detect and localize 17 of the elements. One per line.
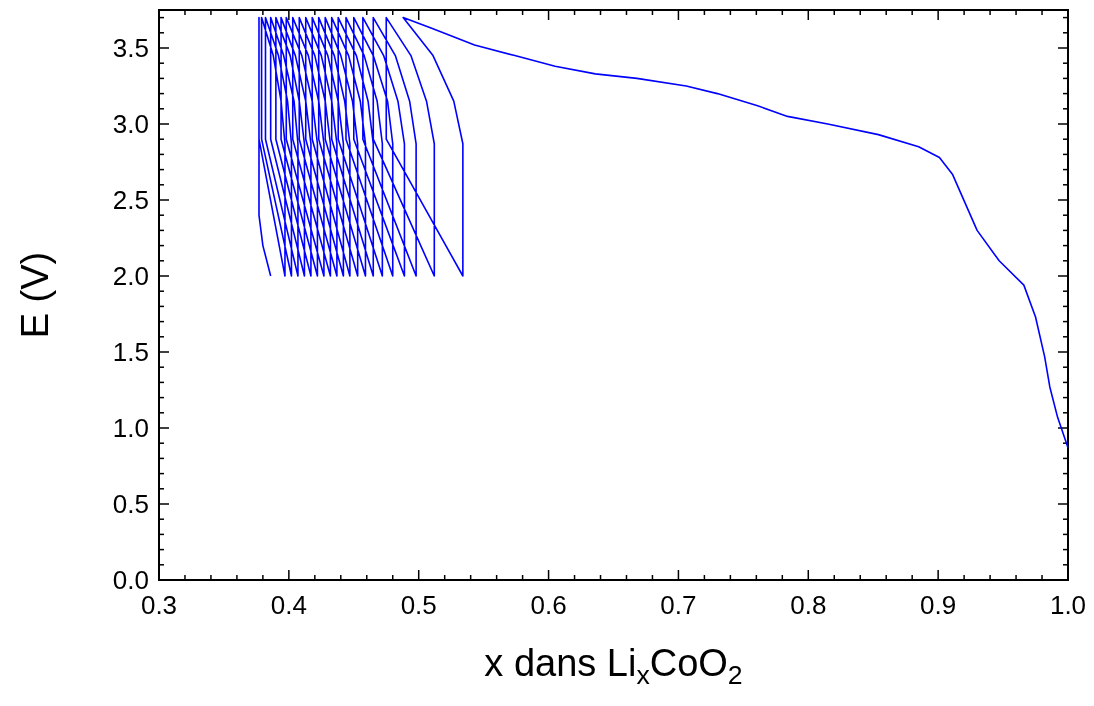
y-tick-label: 2.0 bbox=[112, 261, 149, 291]
x-tick-label: 0.5 bbox=[400, 590, 437, 620]
x-tick-label: 0.9 bbox=[920, 590, 957, 620]
x-axis-title: x dans Li$_{x}$CoO$_{2}$ bbox=[484, 642, 743, 691]
x-tick-label: 0.7 bbox=[660, 590, 697, 620]
y-axis-title: E (V) bbox=[14, 251, 56, 339]
y-tick-label: 1.5 bbox=[112, 337, 149, 367]
x-tick-label: 1.0 bbox=[1049, 590, 1087, 620]
y-tick-label: 0.5 bbox=[112, 489, 149, 519]
y-tick-label: 1.0 bbox=[112, 413, 149, 443]
line-series bbox=[258, 16, 1069, 449]
y-tick-label: 2.5 bbox=[112, 185, 149, 215]
y-tick-label: 3.5 bbox=[112, 33, 149, 63]
x-tick-label: 0.4 bbox=[270, 590, 307, 620]
x-tick-label: 0.6 bbox=[530, 590, 567, 620]
x-tick-label: 0.8 bbox=[790, 590, 827, 620]
y-tick-label: 3.0 bbox=[112, 109, 149, 139]
